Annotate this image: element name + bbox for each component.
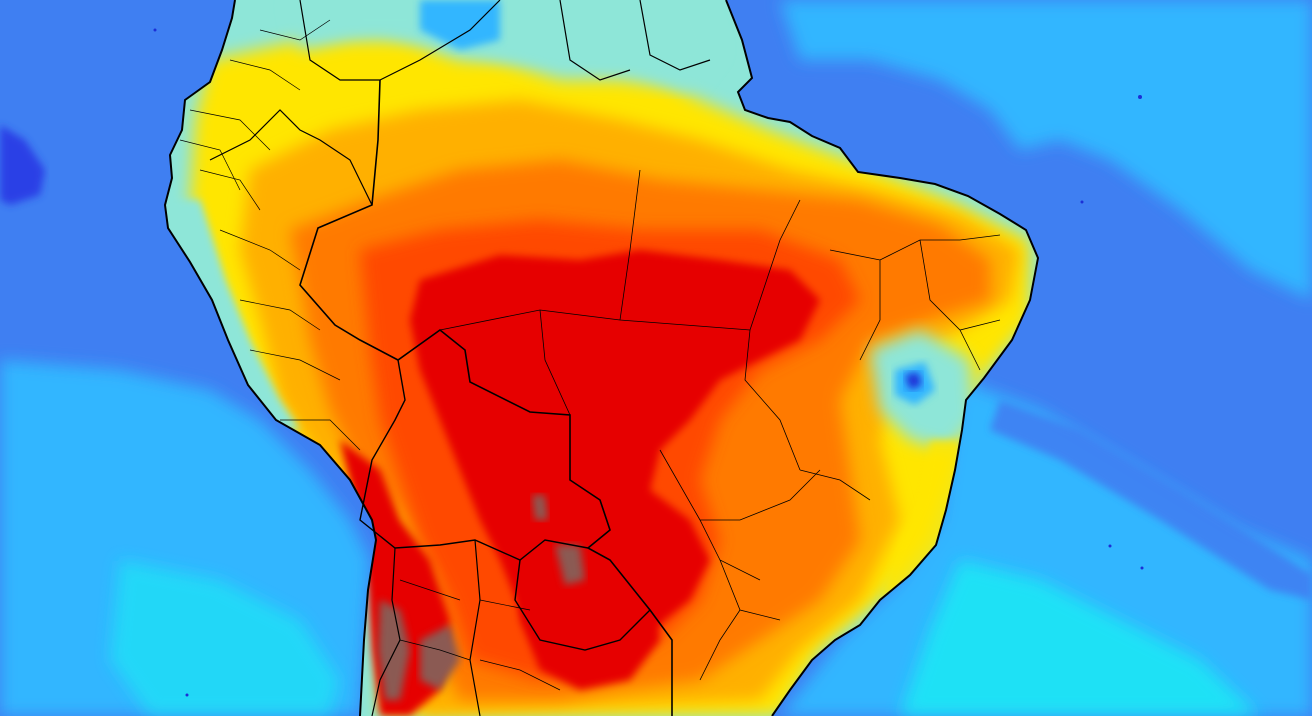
ocean-mid-band-southeast [780,380,1312,716]
ocean-mid-band-east [780,0,1312,300]
ocean-deep-streak [990,400,1312,600]
red-core-zone [410,250,820,660]
brown-spot-bolivia [532,495,548,520]
andes-brown-2 [420,625,460,690]
northeast-dark-blue-spot [905,372,922,390]
brazil-states [439,169,1001,681]
ocean-light-band-west [110,560,340,716]
peru-border [209,109,373,206]
paraguay-border [514,559,651,651]
colombia-venezuela-border [299,0,501,81]
borders-layer [163,0,1040,716]
coast-yellow-band [880,440,960,600]
ocean-specks [153,28,1144,697]
andes-brown-1 [378,600,410,700]
brazil-border [299,79,673,716]
brown-spot-chaco [555,545,585,585]
north-coast-cool-band [290,0,720,90]
guianas-borders [559,0,711,81]
continent-coastline [163,0,378,716]
cold-spot-west [0,125,45,205]
andes-west-cool-band [165,200,300,430]
andean-provinces [179,19,561,691]
ocean-light-band-southeast [900,560,1260,716]
north-blue-patch [420,0,500,50]
east-coastline [725,0,1040,716]
